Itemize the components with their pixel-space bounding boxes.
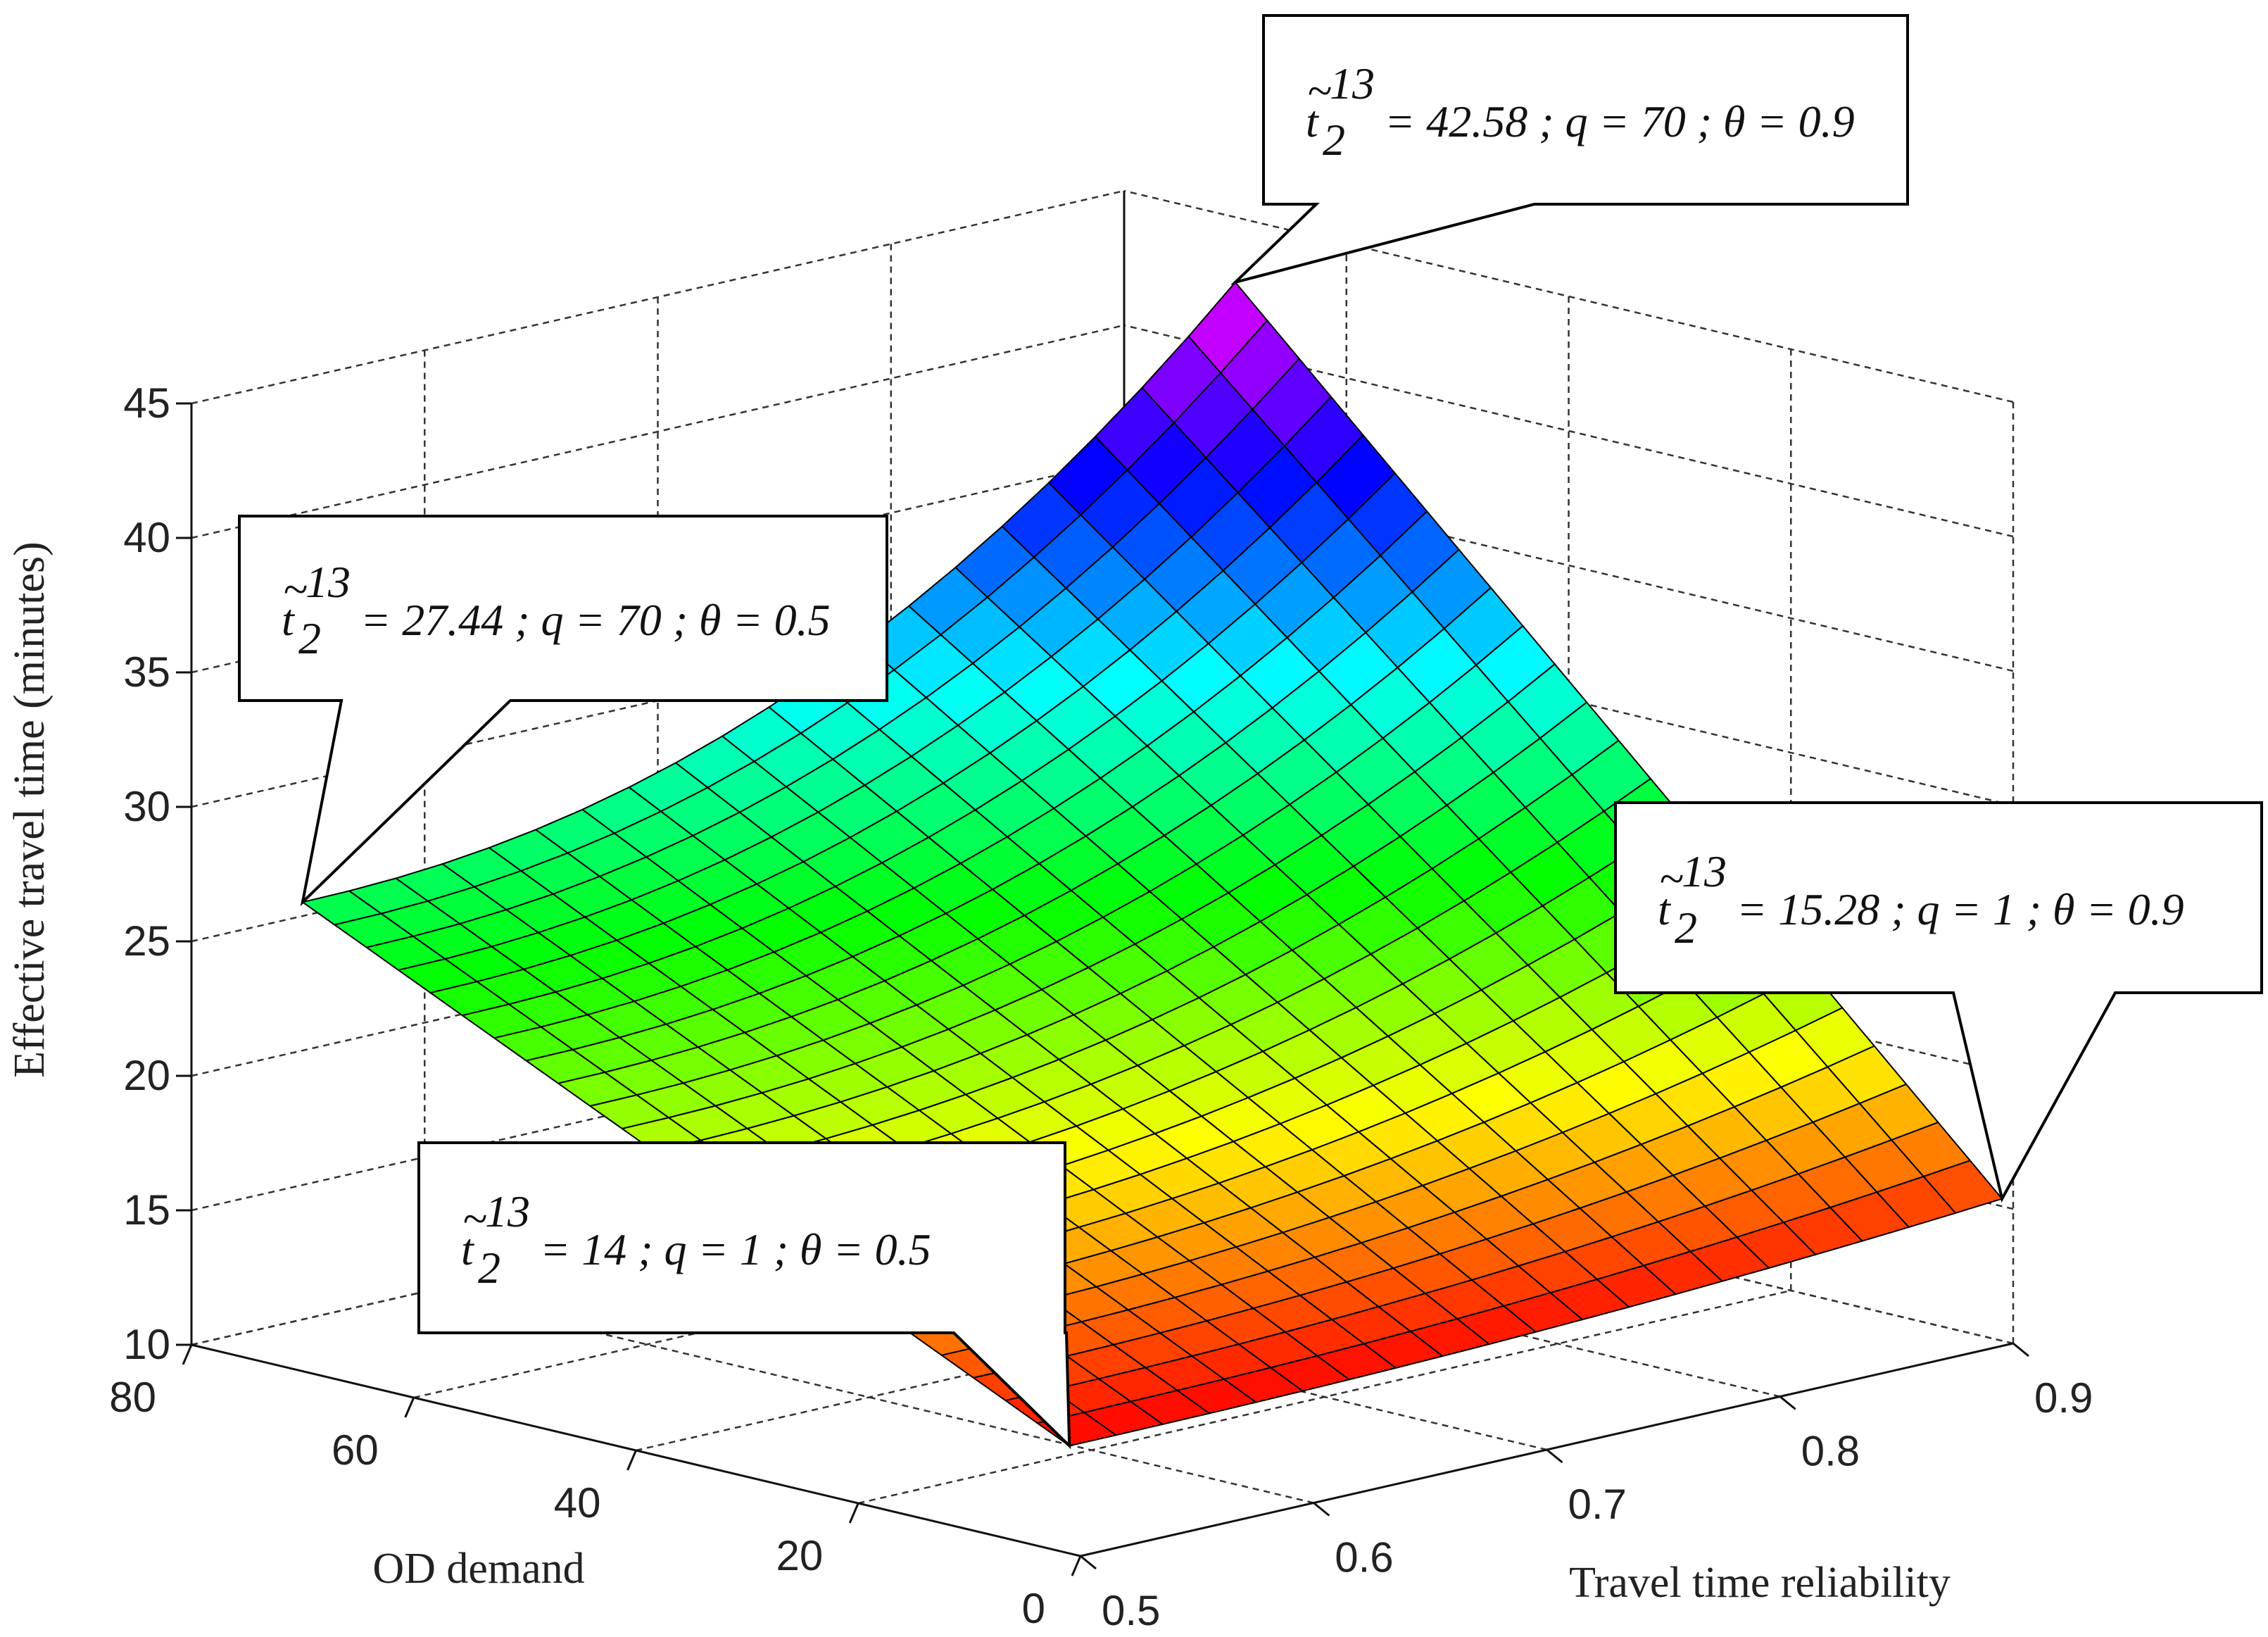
callout-values: = 42.58 ; q = 70 ; θ = 0.9 (1385, 96, 1855, 146)
x-tick-mark (1080, 1555, 1097, 1570)
x-axis-title: Travel time reliability (1569, 1559, 1951, 1607)
y-tick-mark (626, 1450, 637, 1471)
callout-top-right: t~2 13= 42.58 ; q = 70 ; θ = 0.9 (1230, 14, 1909, 285)
callout-subscript: 2 (1675, 903, 1697, 953)
grid-line-wall-horizontal (191, 324, 1125, 539)
callout-left: t~2 13= 27.44 ; q = 70 ; θ = 0.5 (238, 515, 888, 907)
y-tick-mark (1071, 1555, 1082, 1576)
grid-line-wall-horizontal (1123, 458, 2014, 672)
callout-subscript: 2 (478, 1243, 500, 1293)
callout-superscript: 13 (1682, 846, 1727, 896)
callout-symbol: t (461, 1224, 475, 1274)
callout-bottom: t~2 13= 14 ; q = 1 ; θ = 0.5 (417, 1141, 1071, 1450)
axis-layer: 10 15 20 25 30 35 40 45 0 20 40 60 80 0.5 0.6 0.7 0.8 0.9 (109, 380, 2093, 1634)
y-axis-title: OD demand (372, 1545, 584, 1593)
grid-line-wall-horizontal (1123, 324, 2014, 538)
grid-line-floor-x (424, 1291, 1314, 1504)
y-tick-label: 20 (776, 1532, 824, 1579)
callout-tilde: ~ (1659, 853, 1684, 903)
grid-line-wall-horizontal (1123, 189, 2014, 403)
callout-bubble (1614, 801, 2263, 1203)
callout-layer: t~213= 42.58 ; q = 70 ; θ = 0.9t~213= 27… (238, 14, 2263, 1450)
callout-bubble (238, 515, 888, 907)
x-tick-mark (1313, 1502, 1330, 1517)
callout-subscript: 2 (298, 613, 321, 663)
y-tick-label: 0 (1022, 1585, 1045, 1632)
y-tick-mark (404, 1397, 415, 1418)
x-tick-mark (2012, 1342, 2029, 1357)
z-tick-label: 10 (123, 1321, 170, 1368)
callout-superscript: 13 (485, 1186, 530, 1236)
grid-line-wall-horizontal (1123, 593, 2014, 807)
x-tick-label: 0.8 (1801, 1428, 1860, 1475)
z-tick-label: 15 (123, 1186, 170, 1234)
callout-right: t~2 13= 15.28 ; q = 1 ; θ = 0.9 (1614, 801, 2263, 1203)
z-tick-label: 45 (123, 380, 170, 427)
y-tick-label: 80 (109, 1374, 156, 1421)
grid-line-floor-y (857, 1289, 1791, 1505)
callout-tilde: ~ (1307, 65, 1332, 115)
z-axis-title: Effective travel time (minutes) (6, 541, 53, 1078)
callout-symbol: t (1658, 884, 1672, 934)
y-tick-mark (848, 1503, 859, 1524)
x-tick-mark (1546, 1448, 1563, 1464)
callout-superscript: 13 (1330, 58, 1375, 108)
x-tick-label: 0.9 (2034, 1374, 2093, 1422)
callout-symbol: t (1306, 96, 1320, 146)
x-tick-label: 0.6 (1335, 1534, 1393, 1581)
z-tick-label: 35 (123, 648, 170, 696)
callout-values: = 27.44 ; q = 70 ; θ = 0.5 (360, 595, 831, 645)
y-tick-label: 60 (332, 1426, 379, 1474)
callout-values: = 14 ; q = 1 ; θ = 0.5 (540, 1224, 931, 1274)
x-tick-label: 0.5 (1102, 1587, 1160, 1634)
callout-symbol: t (282, 595, 296, 645)
callout-bubble (417, 1141, 1071, 1450)
callout-superscript: 13 (305, 557, 351, 607)
grid-line-floor-x (657, 1237, 1547, 1451)
grid-line-floor-x (890, 1184, 1781, 1398)
x-tick-mark (1779, 1395, 1796, 1410)
callout-tilde: ~ (462, 1193, 487, 1243)
y-tick-label: 40 (554, 1479, 601, 1526)
grid-line-wall-horizontal (191, 189, 1125, 405)
callout-tilde: ~ (283, 564, 308, 614)
callout-values: = 15.28 ; q = 1 ; θ = 0.9 (1737, 884, 2184, 934)
grid-line-wall-horizontal (1123, 1131, 2014, 1345)
z-tick-label: 20 (123, 1052, 170, 1099)
z-tick-label: 40 (123, 514, 170, 561)
x-tick-label: 0.7 (1568, 1481, 1627, 1528)
y-tick-mark (182, 1344, 193, 1365)
z-tick-label: 25 (123, 917, 170, 965)
callout-subscript: 2 (1323, 115, 1345, 165)
callout-bubble (1230, 14, 1909, 285)
z-tick-label: 30 (123, 783, 170, 830)
